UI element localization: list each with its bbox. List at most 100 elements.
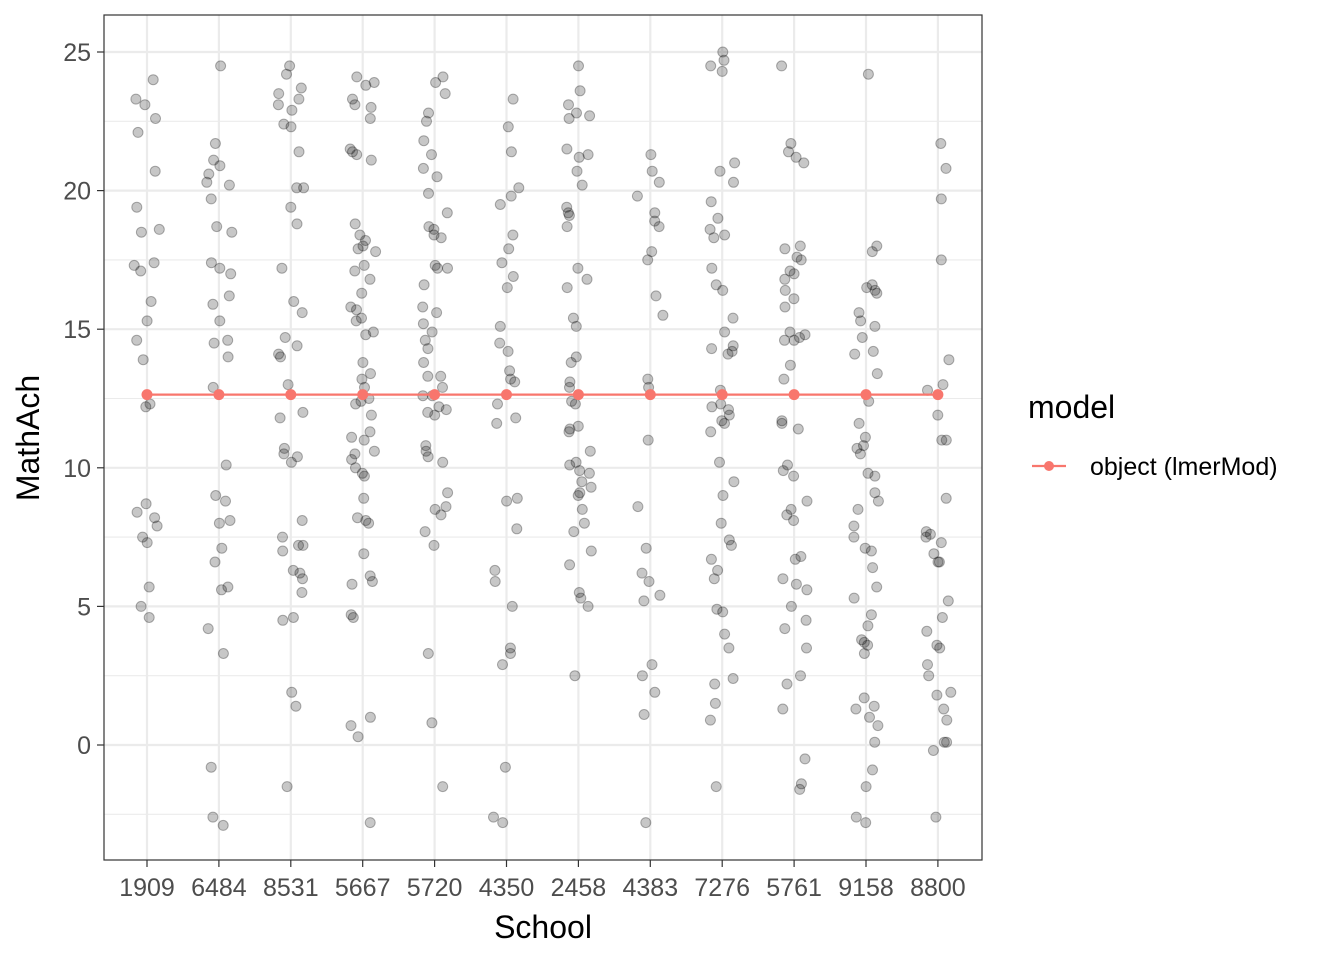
data-point	[712, 212, 724, 224]
data-point	[872, 495, 884, 507]
data-point	[727, 340, 739, 352]
data-point	[576, 503, 588, 515]
data-point	[148, 257, 160, 269]
data-point	[792, 423, 804, 435]
data-point	[437, 381, 448, 393]
data-point	[429, 409, 441, 421]
data-point	[871, 368, 883, 380]
data-point	[216, 584, 227, 596]
data-point	[850, 703, 862, 715]
data-point	[717, 46, 729, 58]
data-point	[150, 113, 161, 124]
data-point	[297, 573, 308, 585]
data-point	[933, 556, 945, 568]
data-point	[278, 442, 290, 454]
data-point	[360, 329, 372, 341]
data-point	[581, 273, 593, 285]
data-point	[645, 149, 657, 161]
data-point	[922, 659, 933, 671]
observation-points	[128, 46, 957, 831]
data-point	[931, 689, 943, 701]
data-point	[274, 412, 286, 424]
data-point	[783, 146, 794, 158]
x-tick-label: 2458	[551, 874, 607, 902]
data-point	[935, 193, 947, 205]
data-point	[867, 562, 879, 574]
data-point	[869, 320, 881, 332]
data-point	[272, 99, 284, 111]
data-point	[785, 138, 797, 149]
data-point	[141, 315, 153, 327]
data-point	[349, 99, 361, 111]
data-point	[437, 456, 449, 468]
data-point	[706, 343, 718, 355]
data-point	[356, 287, 368, 299]
data-point	[636, 567, 648, 579]
data-point	[646, 659, 658, 671]
data-point	[345, 609, 357, 621]
data-point	[788, 470, 800, 482]
y-tick-label: 20	[63, 178, 91, 206]
data-point	[419, 334, 431, 346]
data-point	[848, 592, 860, 604]
data-point	[426, 149, 437, 161]
data-point	[856, 634, 868, 646]
data-point	[423, 221, 435, 233]
data-point	[214, 262, 226, 274]
data-point	[795, 254, 807, 266]
x-tick-label: 5667	[335, 874, 391, 902]
data-point	[140, 498, 152, 510]
data-point	[346, 578, 358, 590]
data-point	[867, 345, 879, 357]
data-point	[779, 623, 791, 635]
data-point	[561, 201, 573, 213]
data-point	[137, 531, 149, 543]
data-point	[364, 426, 376, 438]
data-point	[941, 736, 953, 748]
data-point	[358, 548, 370, 560]
data-point	[151, 520, 163, 532]
data-point	[570, 456, 582, 468]
data-point	[574, 487, 586, 499]
data-point	[566, 395, 578, 407]
data-point	[418, 357, 430, 368]
data-point	[507, 229, 519, 241]
fit-point	[860, 389, 872, 401]
data-point	[511, 523, 523, 535]
data-point	[423, 107, 434, 119]
data-point	[505, 648, 516, 659]
data-point	[921, 625, 933, 637]
data-point	[491, 417, 503, 429]
data-point	[705, 426, 717, 438]
data-point	[276, 262, 288, 274]
data-point	[293, 146, 305, 158]
data-point	[226, 226, 238, 238]
data-point	[794, 332, 805, 343]
data-point	[938, 703, 950, 715]
data-point	[719, 229, 731, 241]
data-point	[871, 581, 883, 593]
data-point	[360, 235, 371, 246]
data-point	[442, 487, 454, 499]
data-point	[365, 154, 377, 166]
data-point	[135, 226, 147, 238]
data-point	[428, 539, 440, 551]
data-point	[723, 642, 735, 654]
data-point	[420, 440, 432, 452]
data-point	[715, 517, 727, 529]
data-point	[365, 409, 377, 421]
data-point	[776, 417, 788, 429]
data-point	[420, 445, 432, 457]
data-point	[848, 531, 860, 543]
data-point	[222, 581, 234, 593]
data-point	[285, 121, 297, 133]
data-point	[860, 781, 872, 793]
data-point	[291, 451, 303, 463]
data-point	[422, 343, 434, 355]
data-point	[287, 612, 299, 623]
data-point	[285, 201, 297, 213]
data-point	[856, 332, 868, 343]
data-point	[709, 678, 721, 690]
data-point	[567, 312, 579, 324]
data-point	[572, 490, 584, 501]
